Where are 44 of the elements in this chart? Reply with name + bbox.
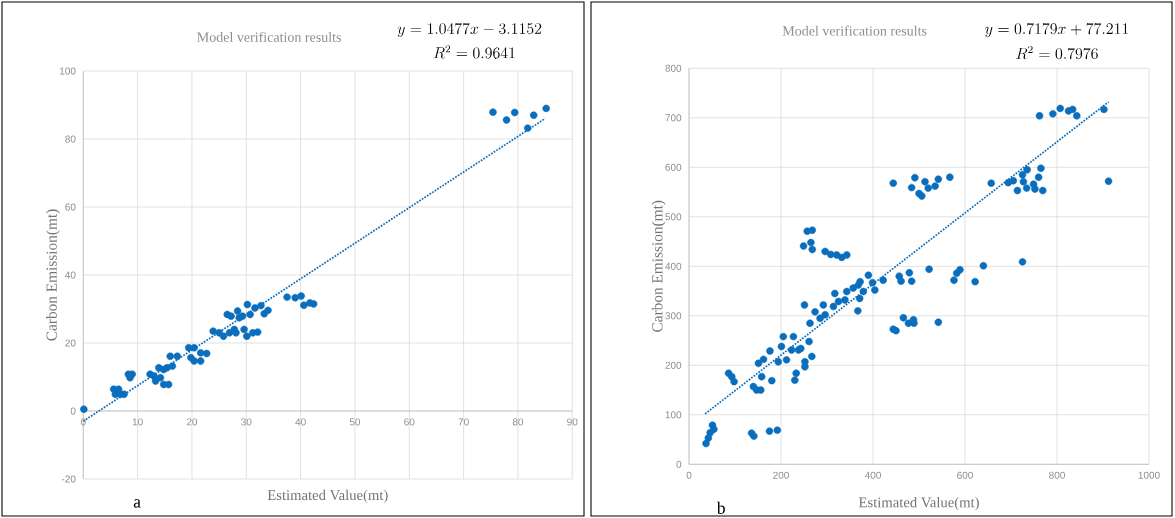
- text: $y = 0.7179x + 77.211$: [985, 23, 1128, 38]
- chart-title: Model verification results: [782, 25, 927, 36]
- x-tick-label: 1000: [1138, 471, 1160, 479]
- y-tick-label: 200: [665, 361, 682, 369]
- y-tick-label: 500: [665, 213, 682, 221]
- y-tick-label: 300: [665, 312, 682, 320]
- x-tick-label: 20: [186, 418, 198, 426]
- x-axis-title: Estimated Value(mt): [858, 497, 979, 511]
- x-tick-label: 0: [686, 471, 692, 479]
- y-tick-label: 80: [65, 135, 76, 143]
- y-tick-label: 60: [65, 203, 76, 211]
- x-tick-label: 30: [241, 418, 252, 426]
- x-tick-label: 600: [957, 471, 973, 479]
- x-tick-label: 800: [1049, 471, 1065, 479]
- y-tick-label: 100: [59, 67, 76, 75]
- y-tick-label: 0: [676, 460, 682, 468]
- x-axis-title: Estimated Value(mt): [267, 489, 388, 503]
- y-tick-label: 700: [665, 114, 682, 122]
- x-tick-label: 90: [567, 418, 578, 426]
- x-tick-label: 10: [132, 418, 143, 426]
- y-tick-label: -20: [61, 475, 76, 483]
- x-tick-label: 40: [295, 418, 306, 426]
- x-tick-label: 80: [512, 418, 524, 426]
- y-axis-title: Carbon Emission(mt): [46, 209, 60, 341]
- y-tick-label: 600: [665, 163, 682, 171]
- text: $R^{2} = 0.9641$: [433, 45, 515, 59]
- x-tick-label: 50: [349, 418, 361, 426]
- text: b: [716, 501, 725, 514]
- text: $y = 1.0477x - 3.1152$: [397, 22, 542, 38]
- y-tick-label: 400: [665, 262, 682, 270]
- x-tick-label: 70: [458, 418, 469, 426]
- y-tick-label: 20: [65, 339, 76, 347]
- y-tick-label: 40: [65, 271, 76, 279]
- x-tick-label: 0: [80, 418, 86, 426]
- y-tick-label: 0: [70, 407, 76, 415]
- x-tick-label: 60: [404, 418, 415, 426]
- y-axis-title: Carbon Emission(mt): [651, 200, 666, 332]
- text: $R^{2} = 0.7976$: [1016, 45, 1098, 60]
- y-tick-label: 100: [665, 411, 682, 419]
- y-tick-label: 800: [665, 64, 682, 72]
- x-tick-label: 400: [864, 471, 881, 479]
- chart-title: Model verification results: [197, 31, 341, 42]
- x-tick-label: 200: [773, 471, 789, 479]
- text: a: [133, 499, 141, 508]
